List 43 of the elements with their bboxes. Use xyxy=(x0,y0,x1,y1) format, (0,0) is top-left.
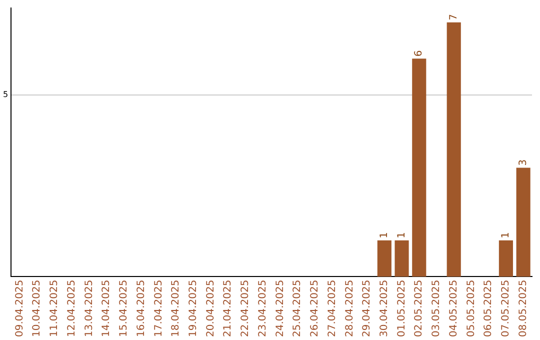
bar xyxy=(446,22,461,277)
x-tick-label: 19.04.2025 xyxy=(188,280,199,338)
x-tick-label: 06.05.2025 xyxy=(483,280,494,338)
x-tick-label: 11.04.2025 xyxy=(49,280,60,338)
bar xyxy=(412,58,426,277)
x-tick-label: 02.05.2025 xyxy=(414,280,425,338)
data-label: 1 xyxy=(500,232,512,238)
x-tick-label: 08.05.2025 xyxy=(518,280,529,338)
x-tick-label: 29.04.2025 xyxy=(362,280,373,338)
bar xyxy=(394,240,409,277)
x-tick-label: 07.05.2025 xyxy=(500,280,512,338)
x-tick-label: 21.04.2025 xyxy=(222,280,234,338)
x-tick-label: 01.05.2025 xyxy=(396,280,408,338)
x-tick-label: 24.04.2025 xyxy=(274,280,286,338)
x-tick-label: 20.04.2025 xyxy=(205,280,216,338)
x-tick-label: 03.05.2025 xyxy=(431,280,442,338)
x-tick-label: 16.04.2025 xyxy=(136,280,147,338)
x-tick-label: 26.04.2025 xyxy=(310,280,321,338)
x-tick-label: 23.04.2025 xyxy=(257,280,268,338)
x-tick-label: 12.04.2025 xyxy=(66,280,78,338)
bar xyxy=(498,240,513,277)
x-tick-label: 27.04.2025 xyxy=(326,280,338,338)
data-label: 6 xyxy=(414,50,425,57)
x-tick-label: 14.04.2025 xyxy=(101,280,112,338)
y-tick-label: 5 xyxy=(2,90,8,100)
data-label: 1 xyxy=(396,232,408,238)
x-tick-label: 25.04.2025 xyxy=(292,280,304,338)
data-label: 1 xyxy=(379,232,390,238)
x-tick-label: 28.04.2025 xyxy=(344,280,356,338)
x-tick-label: 22.04.2025 xyxy=(240,280,252,338)
x-tick-label: 17.04.2025 xyxy=(153,280,164,338)
x-tick-label: 10.04.2025 xyxy=(32,280,43,338)
bar xyxy=(516,168,530,277)
x-tick-label: 04.05.2025 xyxy=(448,280,460,338)
x-tick-label: 13.04.2025 xyxy=(84,280,95,338)
x-tick-label: 09.04.2025 xyxy=(14,280,26,338)
x-tick-label: 05.05.2025 xyxy=(466,280,477,338)
data-label: 7 xyxy=(448,14,460,20)
x-tick-label: 15.04.2025 xyxy=(118,280,130,338)
bar xyxy=(377,240,392,277)
x-tick-label: 30.04.2025 xyxy=(379,280,390,338)
data-label: 3 xyxy=(518,159,529,166)
x-tick-label: 18.04.2025 xyxy=(170,280,182,338)
